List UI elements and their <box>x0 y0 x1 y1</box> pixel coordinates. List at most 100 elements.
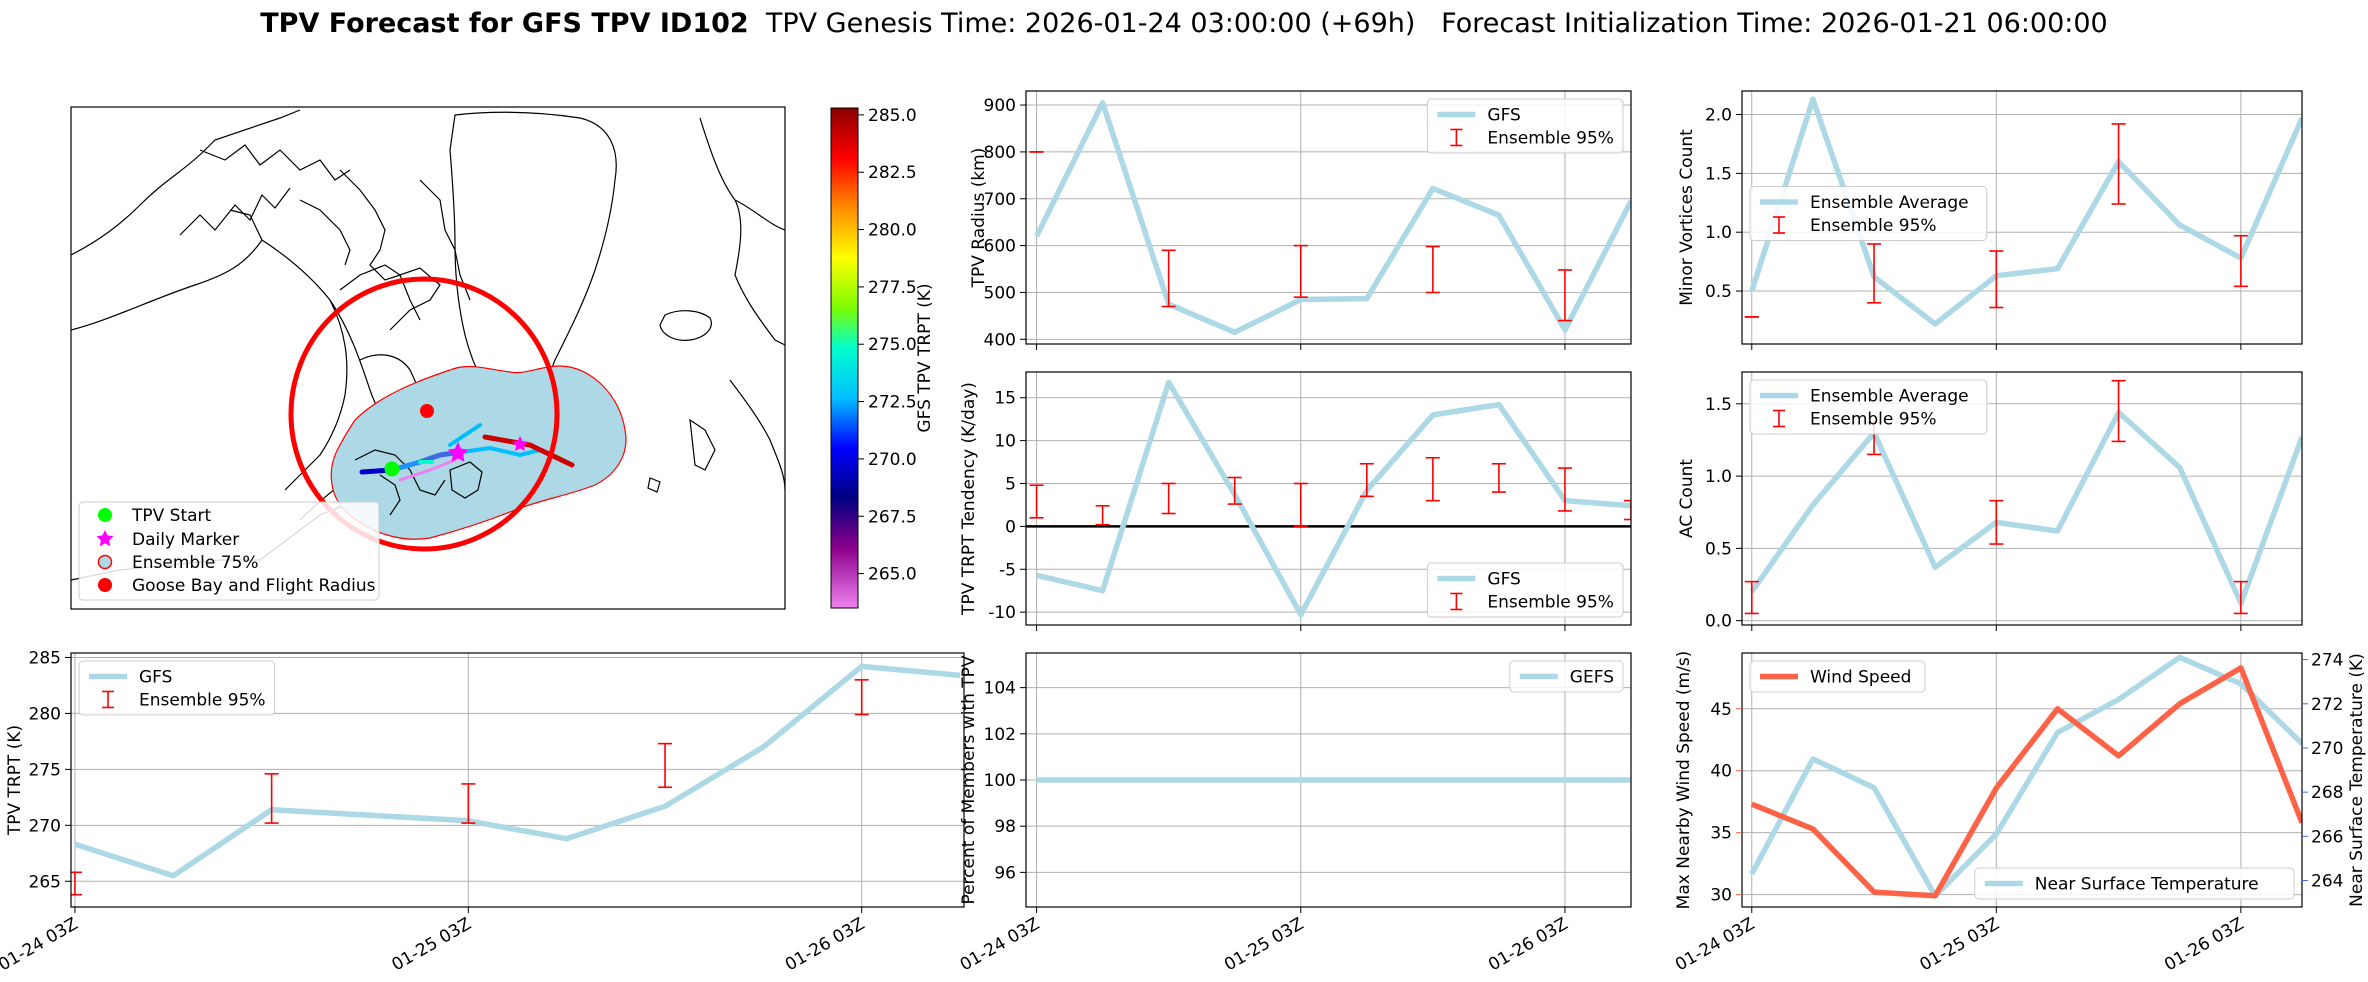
legend-label: Near Surface Temperature <box>2035 875 2259 895</box>
y-tick-label: 1.0 <box>1705 223 1732 243</box>
y-tick-label: 275 <box>29 760 61 780</box>
error-bar <box>1425 245 1440 294</box>
y-tick-label: 700 <box>984 190 1016 210</box>
y-tick-label: -5 <box>999 560 1016 580</box>
colorbar-tick-label: 267.5 <box>868 507 917 527</box>
x-tick-label: 01-24 03Z <box>957 914 1043 975</box>
error-bar <box>1227 476 1242 505</box>
y-tick-label: 400 <box>984 330 1016 350</box>
plot-frame <box>70 652 965 908</box>
error-bar <box>2111 379 2126 443</box>
y2-axis-label: Near Surface Temperature (K) <box>2347 653 2367 907</box>
chart-data-layer <box>1749 654 2302 899</box>
plot-frame <box>1025 90 1632 345</box>
y-tick-label: 15 <box>994 389 1016 409</box>
legend-goose-bay: Goose Bay and Flight Radius <box>132 576 376 596</box>
y-tick-label: 1.0 <box>1705 467 1732 487</box>
y-axis-label: TPV Radius (km) <box>969 148 989 289</box>
plot-area <box>1742 653 2302 907</box>
colorbar-gradient <box>830 107 859 609</box>
legend-label: Ensemble 95% <box>1810 216 1937 236</box>
figure-title: TPV Forecast for GFS TPV ID102 TPV Genes… <box>260 8 2107 39</box>
x-tick-label: 01-24 03Z <box>0 914 81 975</box>
error-bar <box>1744 580 1759 615</box>
x-tick-label: 01-24 03Z <box>1672 914 1758 975</box>
y2-tick-label: 266 <box>2311 827 2343 847</box>
colorbar-tick-label: 272.5 <box>868 393 917 413</box>
legend-box <box>1749 186 1988 241</box>
legend-box <box>1426 562 1624 618</box>
legend-daily-marker: Daily Marker <box>132 530 239 550</box>
y-axis-label: TPV TRPT Tendency (K/day) <box>959 382 979 616</box>
error-bar <box>461 783 476 824</box>
y2-tick-label: 270 <box>2311 739 2343 759</box>
legend-box <box>1426 98 1624 154</box>
y-tick-label: 285 <box>29 648 61 668</box>
legend: Near Surface Temperature <box>1974 867 2295 900</box>
y-tick-label: 0.0 <box>1705 612 1732 632</box>
y-tick-label: 0 <box>1005 517 1016 537</box>
legend: GFS Ensemble 95% <box>1426 98 1624 154</box>
series-line-ensemble-average <box>1749 409 2302 607</box>
legend-goose-bay-icon <box>98 578 112 592</box>
x-tick-label: 01-25 03Z <box>389 914 475 975</box>
legend-label: Ensemble Average <box>1810 193 1969 213</box>
error-bar <box>1161 249 1176 308</box>
legend-label: GFS <box>1487 106 1520 126</box>
map-legend: TPV Start Daily Marker Ensemble 75% Goos… <box>78 501 380 601</box>
error-bar <box>1029 484 1044 519</box>
series-line-near-surface-temperature <box>1749 654 2302 899</box>
legend-box <box>1749 660 1926 693</box>
legend-label: Ensemble 95% <box>139 691 266 711</box>
x-tick-label: 01-26 03Z <box>2161 914 2247 975</box>
plot-frame <box>1741 652 2303 908</box>
y-tick-label: 98 <box>994 817 1016 837</box>
y-tick-label: 0.5 <box>1705 282 1732 302</box>
error-bar <box>2233 234 2248 288</box>
x-tick-label: 01-25 03Z <box>1221 914 1307 975</box>
y-tick-label: 1.5 <box>1705 395 1732 415</box>
colorbar-tick-label: 282.5 <box>868 163 917 183</box>
legend-daily-marker-icon <box>96 530 114 547</box>
flight-radius-circle <box>288 276 560 552</box>
y-tick-label: 40 <box>1710 762 1732 782</box>
legend-box <box>1974 867 2295 900</box>
legend-ensemble-icon <box>97 554 113 570</box>
legend: Ensemble Average Ensemble 95% <box>1749 186 1988 241</box>
x-tick-label: 01-26 03Z <box>1485 914 1571 975</box>
title-rest: TPV Genesis Time: 2026-01-24 03:00:00 (+… <box>749 8 2108 39</box>
coastlines-over <box>354 449 483 516</box>
tpv-start-marker <box>384 461 400 477</box>
error-bar <box>854 679 869 716</box>
y-tick-label: 280 <box>29 704 61 724</box>
plot-frame <box>1741 371 2303 626</box>
map-panel: TPV Start Daily Marker Ensemble 75% Goos… <box>70 106 786 610</box>
series-line-gfs <box>1034 99 1631 336</box>
y-tick-label: 270 <box>29 816 61 836</box>
error-bar <box>1867 243 1882 304</box>
colorbar-tick-label: 265.0 <box>868 565 917 585</box>
chart-radius: 400 500 600 700 800 900 TPV Radius (km) GFS Ense… <box>969 90 1632 350</box>
legend-label: GFS <box>1487 570 1520 590</box>
colorbar-tick-label: 275.0 <box>868 335 917 355</box>
map-frame <box>70 106 786 610</box>
chart-trpt: 265 270 275 280 285 TPV TRPT (K) 01-24 03Z 01-2… <box>0 648 965 975</box>
series-line-wind-speed <box>1750 665 2302 899</box>
y-axis-label: Minor Vortices Count <box>1677 129 1697 306</box>
legend-box <box>1509 660 1624 693</box>
colorbar-tick-label: 277.5 <box>868 278 917 298</box>
error-bar <box>2111 123 2126 205</box>
error-bar <box>1557 467 1572 512</box>
legend-label: Wind Speed <box>1810 668 1911 688</box>
legend-label: Ensemble Average <box>1810 387 1969 407</box>
error-bar <box>1095 504 1110 526</box>
chart-data-layer <box>71 663 961 896</box>
y2-tick-label: 272 <box>2311 695 2343 715</box>
y-tick-label: 104 <box>984 679 1016 699</box>
colorbar-ticks: 265.0 267.5 270.0 272.5 275.0 277.5 280.0 282.5… <box>858 106 917 585</box>
map-legend-box <box>78 501 380 601</box>
legend: GFS Ensemble 95% <box>1426 562 1624 618</box>
